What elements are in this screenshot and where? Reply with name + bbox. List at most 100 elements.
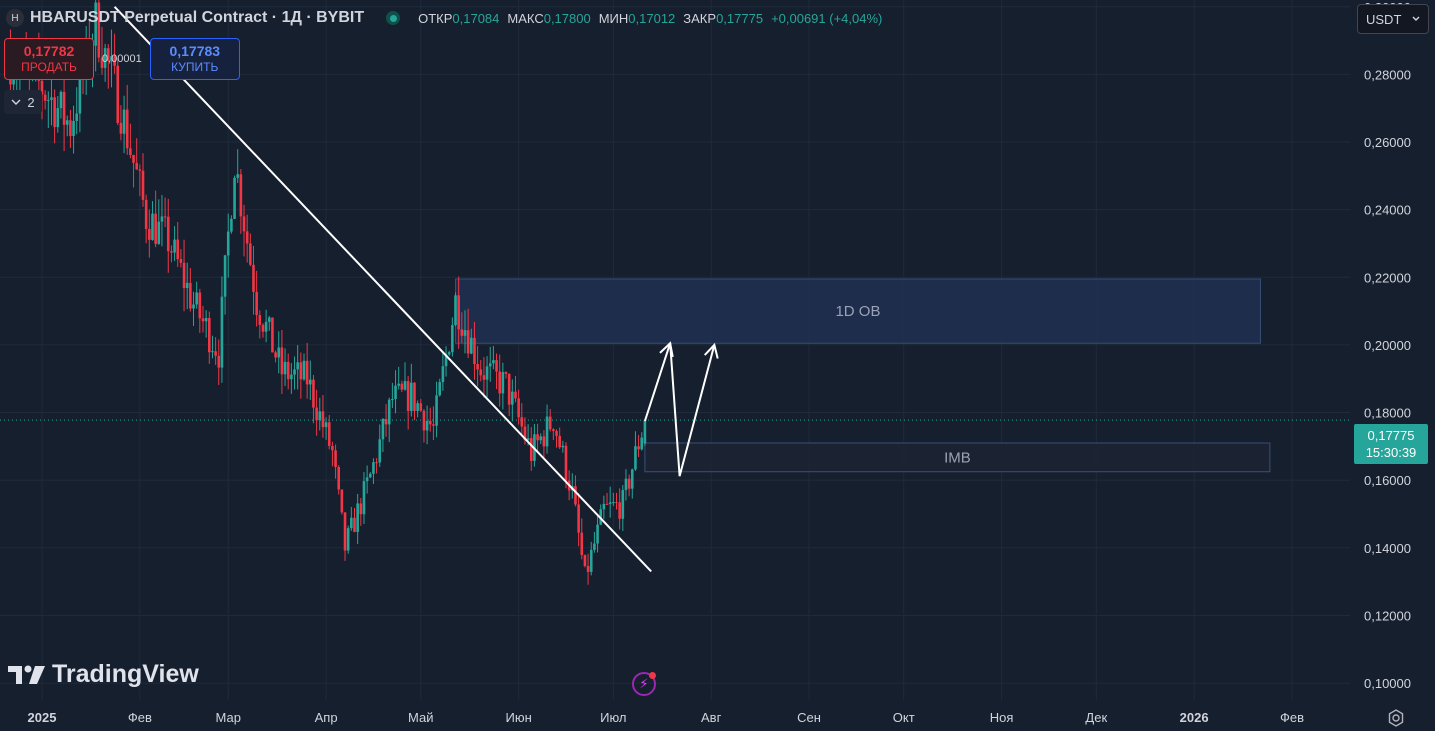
- logo-text: TradingView: [52, 660, 199, 688]
- candle-body: [593, 543, 596, 550]
- candle-body: [75, 113, 79, 121]
- chevron-down-icon: [1412, 16, 1420, 21]
- notification-dot: [649, 672, 656, 679]
- candle-body: [305, 360, 309, 385]
- candle-body: [318, 411, 322, 421]
- candle-body: [548, 416, 552, 430]
- bolt-glyph: ⚡: [639, 676, 649, 691]
- candle-body: [391, 399, 394, 401]
- candle-body: [69, 120, 72, 136]
- tradingview-logo-icon: [8, 665, 45, 684]
- candle-body: [612, 502, 615, 504]
- candle-body: [425, 420, 429, 431]
- chart-drawings: [113, 6, 719, 573]
- ohlc-value: 0,17084: [452, 10, 500, 26]
- indicators-toggle-button[interactable]: 2: [4, 90, 42, 114]
- candle-body: [264, 321, 268, 332]
- candle-body: [220, 296, 224, 368]
- currency-select[interactable]: USDT: [1357, 4, 1429, 34]
- candle-body: [362, 481, 366, 515]
- candle-body: [561, 445, 565, 448]
- candle-body: [135, 162, 138, 170]
- candle-body: [157, 221, 161, 244]
- candle-body: [343, 512, 347, 551]
- x-tick-label: Ноя: [990, 710, 1014, 725]
- chart-header: H HBARUSDT Perpetual Contract · 1Д · BYB…: [6, 6, 882, 30]
- candle-body: [397, 383, 400, 386]
- sell-button[interactable]: 0,17782 ПРОДАТЬ: [4, 38, 94, 80]
- x-tick-label: Авг: [701, 710, 722, 725]
- candle-body: [482, 375, 486, 380]
- candle-body: [495, 360, 498, 372]
- candle-body: [78, 68, 82, 114]
- candle-body: [602, 503, 606, 510]
- candle-body: [185, 282, 189, 289]
- symbol-title[interactable]: HBARUSDT Perpetual Contract · 1Д · BYBIT: [30, 9, 365, 26]
- spread-value: 0,00001: [102, 53, 142, 65]
- candle-body: [280, 347, 284, 375]
- candle-body: [435, 395, 438, 426]
- candle-body: [353, 517, 356, 532]
- candle-body: [523, 426, 527, 441]
- candle-body: [621, 490, 625, 519]
- candle-body: [520, 417, 524, 427]
- buy-button[interactable]: 0,17783 КУПИТЬ: [149, 38, 240, 80]
- y-tick-label: 0,28000: [1364, 67, 1411, 82]
- lightning-icon[interactable]: ⚡: [632, 672, 656, 696]
- last-price: 0,17775: [1367, 428, 1415, 443]
- candle-body: [271, 317, 274, 353]
- candle-body: [312, 379, 315, 408]
- candle-body: [463, 330, 467, 336]
- candle-body: [274, 352, 277, 358]
- market-status-icon[interactable]: [386, 11, 401, 25]
- candle-body: [552, 429, 555, 431]
- candlestick-series: [9, 0, 647, 585]
- ohlc-key: ЗАКР: [683, 10, 717, 26]
- candle-body: [630, 469, 634, 489]
- buy-price: 0,17783: [169, 43, 221, 59]
- candle-body: [122, 109, 126, 134]
- price-axis: 0,300000,280000,260000,240000,220000,200…: [1364, 0, 1411, 691]
- candle-body: [447, 352, 451, 355]
- candle-body: [517, 398, 520, 418]
- candle-body: [170, 251, 173, 253]
- candle-body: [129, 148, 132, 155]
- candle-body: [252, 264, 255, 292]
- candle-body: [50, 97, 53, 100]
- candle-body: [507, 373, 511, 405]
- candle-body: [596, 524, 599, 544]
- x-tick-label: Май: [408, 710, 433, 725]
- gear-icon[interactable]: [1386, 708, 1406, 728]
- tradingview-logo[interactable]: TradingView: [8, 660, 199, 689]
- candle-body: [466, 330, 470, 354]
- candle-body: [419, 403, 423, 411]
- zone-label: 1D OB: [835, 303, 880, 320]
- candle-body: [261, 324, 265, 332]
- candle-body: [375, 462, 378, 464]
- candle-body: [217, 355, 221, 368]
- candle-body: [43, 94, 47, 101]
- ohlc-key: МАКС: [507, 10, 544, 26]
- candle-body: [403, 381, 407, 390]
- arrow-head: [703, 342, 719, 359]
- y-tick-label: 0,10000: [1364, 676, 1411, 691]
- candle-body: [378, 439, 382, 463]
- currency-value: USDT: [1366, 11, 1402, 27]
- candle-body: [368, 473, 372, 478]
- candle-body: [110, 56, 113, 61]
- candle-body: [394, 385, 397, 400]
- candle-body: [542, 436, 546, 447]
- candle-body: [444, 354, 448, 367]
- projection-path: [643, 342, 716, 477]
- candle-body: [106, 48, 110, 61]
- candle-body: [605, 503, 609, 505]
- candle-body: [618, 502, 621, 519]
- symbol-icon[interactable]: H: [6, 9, 24, 27]
- candle-body: [141, 170, 145, 200]
- candle-body: [255, 291, 258, 315]
- candle-body: [198, 292, 202, 319]
- candle-body: [473, 337, 476, 364]
- candle-body: [119, 122, 123, 134]
- candle-body: [277, 347, 281, 358]
